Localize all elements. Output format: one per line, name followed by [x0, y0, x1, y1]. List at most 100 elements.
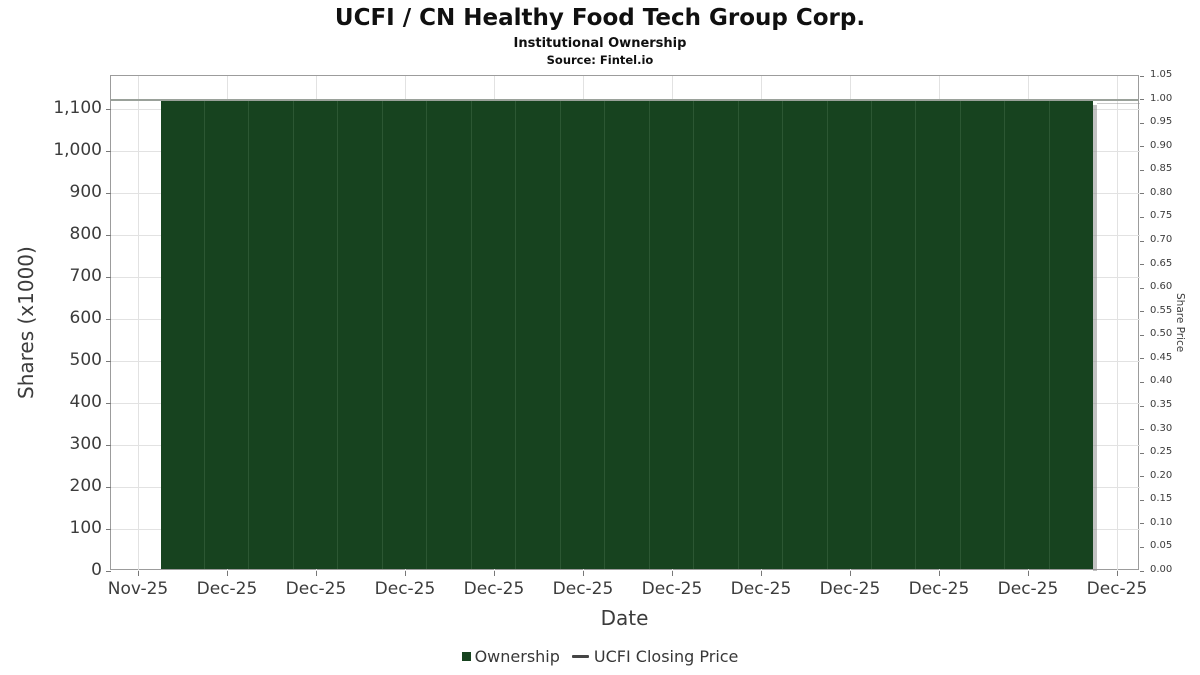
legend: Ownership UCFI Closing Price: [0, 647, 1200, 666]
y-right-tick-label: 0.65: [1150, 257, 1173, 269]
y-right-tick: [1140, 287, 1144, 289]
y-right-tick: [1140, 240, 1144, 242]
x-axis-tick: [671, 571, 673, 576]
y-right-tick-label: 0.80: [1150, 186, 1173, 198]
ownership-bar: [826, 98, 871, 569]
y-left-tick-label: 100: [69, 518, 102, 538]
ownership-bar: [915, 98, 960, 569]
ownership-bar-series: [160, 74, 1094, 569]
ownership-bar: [604, 98, 649, 569]
y-right-tick-label: 1.05: [1150, 69, 1173, 80]
ownership-bar: [782, 98, 827, 569]
ownership-bar: [248, 98, 293, 569]
ownership-bar: [381, 98, 427, 569]
y-left-tick-label: 0: [91, 560, 102, 580]
y-left-tick: [106, 486, 111, 488]
y-right-tick-label: 0.60: [1150, 281, 1173, 293]
y-right-tick-label: 0.10: [1150, 516, 1173, 528]
plot-area: 0 100 200 300 400 500 600 700 800 900 1,000 1,100 0.…: [53, 69, 1172, 599]
y-right-tick: [1140, 452, 1144, 454]
y-left-tick-label: 1,000: [53, 140, 102, 160]
ownership-bar: [871, 98, 916, 569]
y-left-tick-label: 500: [69, 350, 102, 370]
x-axis-tick-label: Dec-25: [1086, 579, 1148, 599]
y-right-tick-label: 1.00: [1150, 92, 1173, 104]
y-left-tick-label: 900: [69, 182, 102, 202]
x-axis-tick: [1116, 571, 1118, 576]
ownership-bar: [515, 98, 560, 569]
closing-price-legend-line-icon: [571, 655, 589, 658]
y-right-tick: [1140, 429, 1144, 431]
x-axis-tick-label: Dec-25: [641, 579, 703, 599]
chart-source: Source: Fintel.io: [546, 52, 654, 67]
x-axis-tick: [137, 571, 139, 576]
x-axis-tick: [226, 571, 228, 576]
x-axis-tick-label: Nov-25: [107, 579, 169, 599]
x-axis-tick: [404, 571, 406, 576]
y-right-tick: [1140, 311, 1144, 313]
y-right-tick-label: 0.35: [1150, 399, 1173, 410]
y-left-tick-label: 700: [69, 266, 102, 286]
y-left-tick-label: 600: [69, 308, 102, 328]
y-right-tick-label: 0.55: [1150, 304, 1173, 316]
x-axis-tick: [315, 571, 317, 576]
y-right-tick: [1140, 523, 1144, 525]
x-axis-label: Date: [600, 606, 649, 630]
legend-closing-price-label: UCFI Closing Price: [593, 647, 739, 666]
y-right-tick-label: 0.85: [1150, 163, 1173, 175]
y-right-tick: [1140, 169, 1144, 171]
y-right-tick: [1140, 476, 1144, 478]
y-left-tick: [106, 150, 111, 152]
x-axis-tick: [1027, 571, 1029, 576]
y-left-tick: [106, 444, 111, 446]
y-right-tick: [1140, 381, 1144, 383]
y-right-tick-label: 0.75: [1150, 210, 1173, 222]
y-right-tick: [1140, 499, 1144, 501]
y-right-tick: [1140, 146, 1144, 148]
x-axis-tick-label: Dec-25: [819, 579, 881, 599]
y-left-tick-label: 400: [69, 392, 102, 412]
chart-subtitle: Institutional Ownership: [513, 35, 687, 51]
y-right-tick-label: 0.30: [1150, 422, 1173, 434]
x-axis-tick: [493, 571, 495, 576]
price-line-shadow: [1097, 103, 1140, 105]
y-left-tick: [106, 360, 111, 362]
ownership-bar: [1048, 98, 1094, 569]
ownership-bar: [559, 98, 605, 569]
title-block: UCFI / CN Healthy Food Tech Group Corp. …: [0, 5, 1200, 67]
ownership-bar: [737, 98, 783, 569]
legend-ownership-label: Ownership: [474, 647, 560, 666]
ownership-bar: [203, 98, 249, 569]
ownership-bar: [426, 98, 471, 569]
x-axis-tick: [582, 571, 584, 576]
x-axis-tick-label: Dec-25: [730, 579, 792, 599]
y-right-tick: [1140, 334, 1144, 336]
y-right-tick: [1140, 546, 1144, 548]
y-right-tick: [1140, 570, 1144, 572]
ownership-bar: [337, 98, 382, 569]
bar-block-shadow: [1093, 104, 1098, 571]
y-right-tick-label: 0.05: [1150, 540, 1173, 552]
x-axis-tick: [760, 571, 762, 576]
ownership-bar: [959, 98, 1005, 569]
y-right-tick: [1140, 193, 1144, 195]
y-right-tick: [1140, 99, 1144, 101]
y-left-tick: [106, 234, 111, 236]
y-right-tick: [1140, 122, 1144, 124]
x-axis-tick: [938, 571, 940, 576]
x-axis-tick: [849, 571, 851, 576]
y-right-tick-label: 0.25: [1150, 446, 1173, 458]
y-right-tick-label: 0.40: [1150, 375, 1173, 387]
y-right-tick-label: 0.00: [1150, 564, 1173, 575]
ownership-bar: [648, 98, 694, 569]
x-axis-tick-label: Dec-25: [552, 579, 614, 599]
y-right-tick: [1140, 75, 1144, 77]
x-axis-tick-label: Dec-25: [908, 579, 970, 599]
ownership-bar: [292, 98, 338, 569]
y-left-tick: [106, 528, 111, 530]
chart-title: UCFI / CN Healthy Food Tech Group Corp.: [334, 5, 866, 31]
y-left-tick-label: 1,100: [53, 98, 102, 118]
gridline-vertical: [137, 76, 139, 571]
y-left-tick: [106, 276, 111, 278]
y-left-tick: [106, 108, 111, 110]
